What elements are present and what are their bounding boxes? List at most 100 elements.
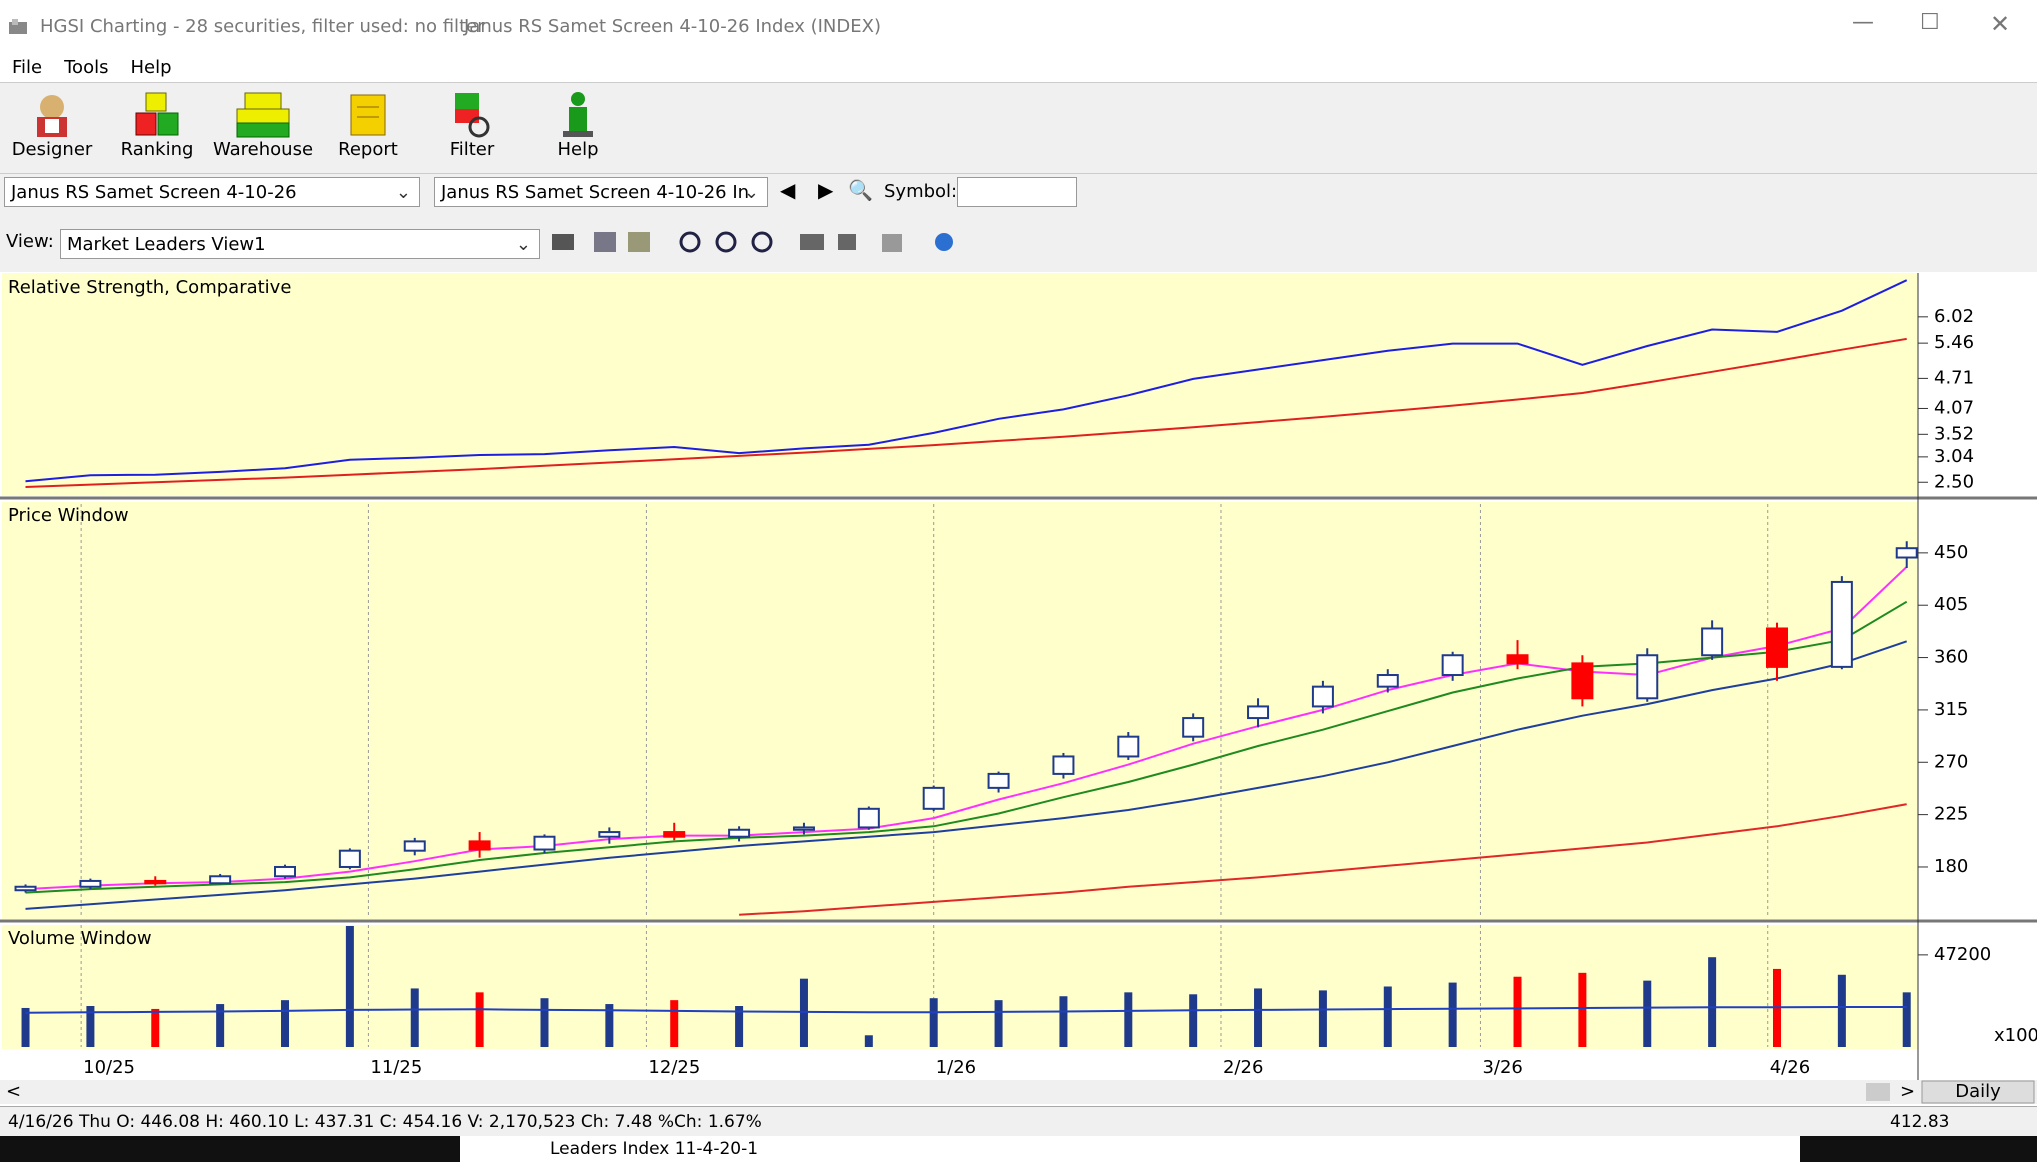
x-tick-label: 12/25 bbox=[648, 1057, 700, 1078]
scroll-thumb[interactable] bbox=[1866, 1083, 1890, 1101]
volume-bar bbox=[1124, 992, 1133, 1047]
tool-icon[interactable] bbox=[679, 231, 701, 253]
volume-bar bbox=[1448, 982, 1457, 1047]
tool-button[interactable]: Designer bbox=[2, 89, 102, 160]
panel bbox=[2, 925, 1918, 1049]
tool-label: Ranking bbox=[120, 139, 194, 160]
panel-title: Relative Strength, Comparative bbox=[8, 277, 291, 298]
tool-label: Designer bbox=[11, 139, 93, 160]
menu-item[interactable]: File bbox=[12, 57, 43, 78]
candle-body bbox=[663, 831, 686, 838]
moving-average bbox=[739, 803, 1907, 916]
candle-body bbox=[1441, 654, 1464, 677]
candle-body bbox=[598, 831, 621, 838]
volume-bar bbox=[540, 998, 549, 1047]
tool-label: Report bbox=[338, 139, 398, 160]
tool-icon[interactable] bbox=[838, 234, 856, 250]
tool-label: Warehouse bbox=[213, 139, 314, 160]
scroll-left[interactable]: < bbox=[6, 1081, 21, 1102]
volume-bar bbox=[475, 992, 484, 1047]
volume-bar bbox=[151, 1008, 160, 1047]
find-button[interactable]: 🔍 bbox=[848, 178, 873, 202]
symbol-input[interactable] bbox=[957, 177, 1077, 207]
y-tick-label: 47200 bbox=[1934, 944, 1991, 965]
tool-icon[interactable] bbox=[800, 234, 824, 250]
candle-body bbox=[1247, 705, 1270, 720]
tool-icon[interactable] bbox=[882, 234, 902, 252]
y-tick-label: 6.02 bbox=[1934, 306, 1974, 327]
tool-button[interactable]: Filter bbox=[422, 89, 522, 160]
status-text: 4/16/26 Thu O: 446.08 H: 460.10 L: 437.3… bbox=[8, 1112, 762, 1132]
list-dropdown[interactable]: Janus RS Samet Screen 4-10-26 ⌄ bbox=[4, 177, 420, 207]
tool-icon[interactable] bbox=[935, 233, 953, 251]
candle-body bbox=[1765, 627, 1788, 668]
next-button[interactable]: ▶ bbox=[818, 178, 834, 202]
volume-bar bbox=[864, 1035, 873, 1047]
tool-icon[interactable] bbox=[628, 232, 650, 252]
volume-bar bbox=[1383, 986, 1392, 1047]
x-tick-label: 2/26 bbox=[1223, 1057, 1263, 1078]
tool-button[interactable]: Warehouse bbox=[213, 89, 313, 160]
icon bbox=[236, 92, 290, 138]
dropdown-text: Janus RS Samet Screen 4-10-26 bbox=[11, 182, 297, 203]
panel bbox=[2, 502, 1918, 919]
background-window: Leaders Index 11-4-20-1 bbox=[0, 1136, 2037, 1162]
tool-icon[interactable] bbox=[715, 231, 737, 253]
candle-body bbox=[1830, 580, 1853, 668]
y-tick-label: 225 bbox=[1934, 804, 1968, 825]
tool-button[interactable]: Ranking bbox=[107, 89, 207, 160]
candle-body bbox=[1182, 717, 1205, 738]
scroll-right[interactable]: > bbox=[1900, 1081, 1915, 1102]
panel bbox=[2, 273, 1918, 496]
tool-icon[interactable] bbox=[552, 234, 574, 250]
candle-body bbox=[728, 828, 751, 838]
y-tick-label: 180 bbox=[1934, 856, 1968, 877]
candle-body bbox=[468, 840, 491, 851]
chart-toolbar bbox=[552, 231, 953, 253]
x-tick-label: 3/26 bbox=[1482, 1057, 1522, 1078]
close[interactable]: ✕ bbox=[1990, 10, 2011, 38]
menu-item[interactable]: Help bbox=[130, 57, 172, 78]
candle-body bbox=[1636, 654, 1659, 700]
period-tab[interactable] bbox=[1921, 1080, 2035, 1104]
y-tick-label: 4.71 bbox=[1934, 367, 1974, 388]
scrollbar[interactable] bbox=[0, 1080, 2037, 1104]
panel-title: Volume Window bbox=[8, 928, 152, 949]
tool-button[interactable]: Help bbox=[528, 89, 628, 160]
doc-title: Janus RS Samet Screen 4-10-26 Index (IND… bbox=[464, 16, 881, 37]
volume-bar bbox=[605, 1004, 614, 1047]
y-tick-label: 4.07 bbox=[1934, 397, 1974, 418]
y-tick-label: 2.50 bbox=[1934, 471, 1974, 492]
candle-body bbox=[987, 772, 1010, 789]
title-bar: HGSI Charting - 28 securities, filter us… bbox=[0, 0, 2037, 55]
volume-bar bbox=[929, 998, 938, 1047]
view-dropdown[interactable]: Market Leaders View1 ⌄ bbox=[60, 229, 540, 259]
candle-body bbox=[857, 807, 880, 829]
rs-line bbox=[25, 337, 1907, 488]
candle-body bbox=[274, 865, 297, 878]
period-label: Daily bbox=[1955, 1081, 2001, 1102]
icon bbox=[563, 92, 593, 137]
candle-body bbox=[533, 835, 556, 851]
tool-button[interactable]: Report bbox=[318, 89, 418, 160]
volume-bar bbox=[281, 1000, 290, 1047]
y-tick-label: 270 bbox=[1934, 751, 1968, 772]
maximize[interactable]: ☐ bbox=[1920, 10, 1940, 35]
minimize[interactable]: — bbox=[1852, 10, 1874, 35]
candle-body bbox=[1506, 654, 1529, 665]
candle-body bbox=[79, 879, 102, 888]
prev-button[interactable]: ◀ bbox=[780, 178, 796, 202]
volume-bar bbox=[994, 1000, 1003, 1047]
icon bbox=[135, 92, 179, 136]
candle-body bbox=[403, 840, 426, 852]
tool-icon[interactable] bbox=[594, 232, 616, 252]
candle-body bbox=[1311, 685, 1334, 708]
candle-body bbox=[209, 875, 232, 885]
menu-item[interactable]: Tools bbox=[64, 57, 109, 78]
toolbar: Designer Ranking Warehouse Report Filter… bbox=[0, 82, 2037, 174]
candle-body bbox=[1052, 755, 1075, 775]
menu-bar: File Tools Help bbox=[0, 55, 2037, 82]
security-dropdown[interactable]: Janus RS Samet Screen 4-10-26 In ⌄ bbox=[434, 177, 768, 207]
tool-icon[interactable] bbox=[751, 231, 773, 253]
icon bbox=[455, 93, 490, 138]
